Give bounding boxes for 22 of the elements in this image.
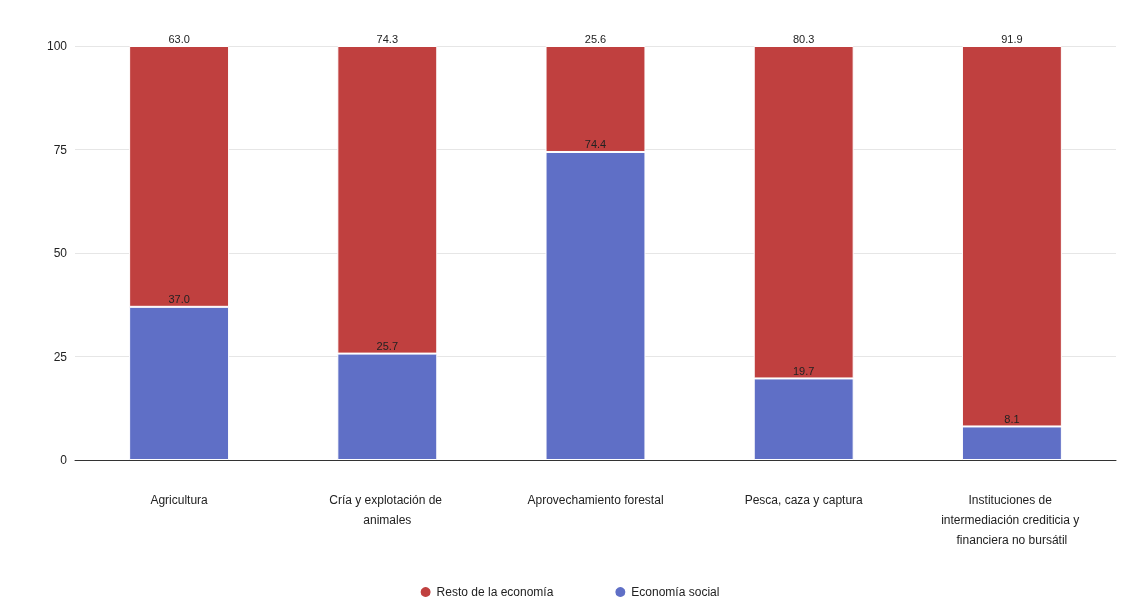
data-label: 8.1 [1004, 412, 1020, 425]
legend-label: Economía social [631, 585, 720, 599]
data-label: 37.0 [168, 293, 190, 306]
x-tick-label: Agricultura [150, 493, 209, 507]
x-tick-label: Instituciones de intermediación crediticia y financiera no bursátil [941, 493, 1083, 547]
y-tick-label: 50 [53, 246, 68, 260]
data-label: 74.4 [584, 138, 607, 151]
y-tick-label: 100 [46, 39, 68, 53]
y-tick-label: 25 [53, 349, 68, 364]
y-tick-label: 75 [53, 142, 68, 157]
data-label: 19.7 [792, 364, 815, 377]
y-tick-label: 0 [60, 453, 68, 467]
data-label: 25.7 [376, 340, 399, 353]
x-tick-label: Cría y explotación de animales [329, 493, 446, 527]
x-tick-label: Pesca, caza y captura [744, 493, 864, 507]
data-label: 63.0 [168, 32, 190, 45]
data-label: 25.6 [584, 32, 607, 45]
data-label: 80.3 [792, 32, 815, 45]
x-tick-label: Aprovechamiento forestal [527, 493, 664, 507]
data-label: 91.9 [1001, 32, 1023, 45]
data-label: 74.3 [376, 32, 399, 45]
legend-label: Resto de la economía [436, 585, 554, 599]
